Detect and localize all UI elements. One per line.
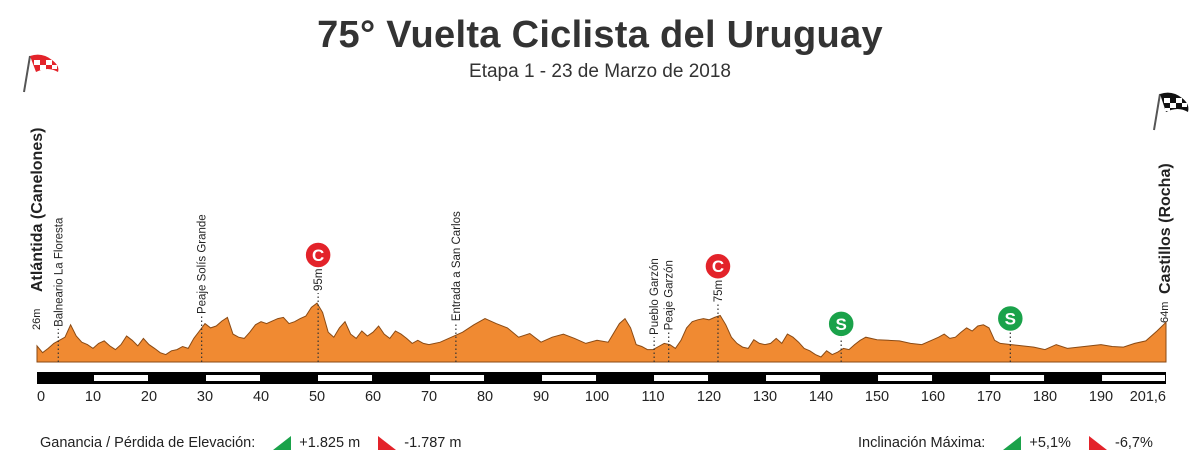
climb-marker [704, 252, 732, 280]
incline-summary: Inclinación Máxima: +5,1% -6,7% [858, 435, 1153, 451]
waypoint-marker: Peaje Garzón [664, 260, 676, 362]
x-tick-label: 170 [977, 389, 1001, 405]
start-altitude-label: 26m [31, 309, 43, 330]
scale-bar-segment [878, 375, 933, 381]
waypoint-label: Entrada a San Carlos [451, 211, 463, 321]
waypoint-marker: S [996, 304, 1025, 362]
climb-marker [304, 241, 332, 269]
climb-marker-letter: C [312, 246, 324, 265]
x-tick-label: 130 [753, 389, 777, 405]
elevation-area [36, 302, 1167, 363]
sprint-marker [827, 310, 855, 338]
waypoint-marker: Peaje Solís Grande [197, 214, 209, 362]
waypoint-label: 95m [313, 269, 325, 291]
waypoint-label: Balneario La Floresta [53, 217, 65, 327]
distance-axis: 0 10 20 30 40 50 60 70 80 90 100 110 120 130 140 150 160… [37, 389, 1166, 405]
sprint-marker-letter: S [836, 315, 847, 334]
gain-icon [273, 436, 292, 451]
max-incline-down: -6,7% [1114, 435, 1153, 452]
x-tick-label: 90 [533, 389, 549, 405]
sprint-marker [996, 304, 1025, 333]
x-tick-label: 201,6 [1130, 389, 1166, 405]
x-tick-label: 100 [585, 389, 609, 405]
waypoint-marker: Balneario La Floresta [53, 217, 65, 362]
finish-town-label: Castillos (Rocha) [1157, 163, 1174, 294]
scale-bar-segment [1102, 375, 1165, 381]
sprint-marker-letter: S [1005, 310, 1016, 329]
max-incline-up: +5,1% [1029, 435, 1071, 452]
x-tick-label: 180 [1033, 389, 1057, 405]
waypoint-label: Peaje Solís Grande [197, 214, 209, 314]
x-tick-label: 20 [141, 389, 157, 405]
x-tick-label: 140 [809, 389, 833, 405]
elevation-summary: Ganancia / Pérdida de Elevación: +1.825 … [40, 435, 461, 451]
finish-altitude-label: 64m [1159, 302, 1171, 323]
elevation-loss: -1.787 m [404, 435, 462, 452]
scale-bar-segment [990, 375, 1045, 381]
waypoint-marker: Pueblo Garzón [649, 258, 661, 362]
x-tick-label: 10 [85, 389, 101, 405]
scale-bar-segment [94, 375, 149, 381]
max-up-icon [1003, 436, 1022, 451]
chart-subtitle: Etapa 1 - 23 de Marzo de 2018 [469, 61, 731, 82]
annotation-layer: Balneario La Floresta Peaje Solís Grande 9… [53, 211, 1025, 362]
waypoint-label: Pueblo Garzón [649, 258, 661, 335]
elevation-label: Ganancia / Pérdida de Elevación: [40, 435, 256, 452]
x-tick-label: 50 [309, 389, 325, 405]
loss-icon [378, 436, 397, 451]
scale-bar-segment [654, 375, 709, 381]
waypoint-marker: 75m C [704, 252, 732, 362]
waypoint-marker: Entrada a San Carlos [451, 211, 463, 362]
x-tick-label: 40 [253, 389, 269, 405]
x-tick-label: 120 [697, 389, 721, 405]
scale-bar-segment [542, 375, 597, 381]
profile-layer [36, 302, 1167, 363]
x-tick-label: 160 [921, 389, 945, 405]
x-tick-label: 30 [197, 389, 213, 405]
incline-label: Inclinación Máxima: [858, 435, 986, 452]
distance-scale-bar [37, 372, 1166, 384]
x-tick-label: 150 [865, 389, 889, 405]
elevation-gain: +1.825 m [299, 435, 361, 452]
max-down-icon [1088, 436, 1107, 451]
waypoint-marker: S [827, 310, 855, 362]
x-tick-label: 60 [365, 389, 381, 405]
scale-bar-segment [318, 375, 373, 381]
x-tick-label: 70 [421, 389, 437, 405]
scale-bar-segment [206, 375, 261, 381]
start-flag-icon [23, 54, 59, 93]
x-tick-label: 110 [641, 389, 664, 405]
chart-title: 75° Vuelta Ciclista del Uruguay [317, 14, 883, 56]
elevation-profile-chart: Atlántida (Canelones) 26m Castillos (Roc… [23, 54, 1189, 405]
waypoint-marker: 95m C [304, 241, 332, 362]
start-town-label: Atlántida (Canelones) [29, 128, 46, 292]
waypoint-label: 75m [713, 280, 725, 302]
scale-bar-segment [430, 375, 485, 381]
scale-bar-segment [766, 375, 821, 381]
x-tick-label: 190 [1089, 389, 1113, 405]
finish-flag-icon [1153, 92, 1189, 131]
climb-marker-letter: C [712, 257, 724, 276]
x-tick-label: 80 [477, 389, 493, 405]
waypoint-label: Peaje Garzón [664, 260, 676, 330]
x-tick-label: 0 [37, 389, 45, 405]
